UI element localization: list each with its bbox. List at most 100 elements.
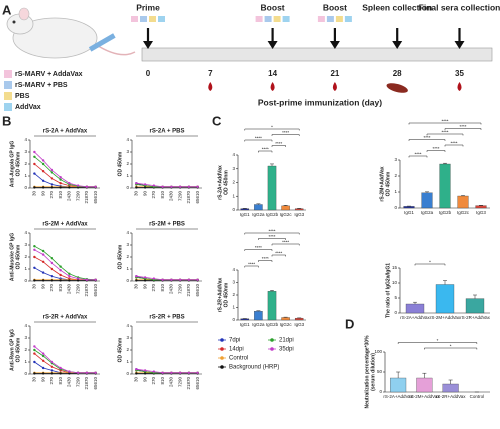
point <box>59 182 62 185</box>
significance-label: * <box>429 260 431 265</box>
x-tick-label: 270 <box>151 284 156 292</box>
significance-bracket <box>426 133 464 136</box>
bar <box>267 165 277 211</box>
significance-label: **** <box>450 141 457 146</box>
error-bar <box>256 310 261 312</box>
y-tick-label: 0 <box>232 207 235 212</box>
point <box>41 249 45 253</box>
legend-marker <box>270 347 274 351</box>
group-swatch <box>4 103 12 111</box>
bar <box>416 377 433 393</box>
x-tick-label: 2430 <box>169 377 174 388</box>
event-label: Prime <box>136 2 160 12</box>
y-tick-label: 4 <box>24 323 27 328</box>
y-axis-label: The ratio of IgG2a/IgG1 <box>385 263 391 318</box>
significance-label: * <box>437 338 439 343</box>
error-bar <box>256 203 261 205</box>
bar <box>254 204 263 211</box>
point <box>94 278 97 281</box>
y-tick-label: 1 <box>232 305 235 310</box>
point <box>50 372 54 375</box>
point <box>143 183 147 186</box>
legend-label: 21dpi <box>279 338 294 344</box>
legend-label: 14dpi <box>229 347 244 353</box>
bar <box>435 284 455 314</box>
bar <box>405 303 425 314</box>
y-tick-label: 3 <box>24 242 27 247</box>
point <box>68 275 71 278</box>
point <box>50 279 54 282</box>
event-label: Boost <box>323 2 347 12</box>
x-tick-label: 65610 <box>93 191 98 204</box>
error-bar <box>425 191 429 193</box>
y-tick-label: 10 <box>392 280 398 285</box>
panel-letter: A <box>2 2 12 17</box>
legend-label: Control <box>229 356 248 362</box>
series-line <box>34 245 96 281</box>
point <box>59 265 62 268</box>
y-tick-label: 4 <box>232 267 235 272</box>
x-tick-label: 2430 <box>169 284 174 295</box>
point <box>68 370 71 373</box>
point <box>41 170 45 173</box>
legend-label: 7dpi <box>229 338 240 344</box>
point <box>143 372 147 375</box>
group-square <box>282 16 290 22</box>
bar <box>421 192 433 209</box>
point <box>59 269 62 272</box>
point <box>41 260 45 263</box>
y-tick-label: 0 <box>232 317 235 322</box>
error-bar <box>283 205 288 206</box>
point <box>68 186 71 189</box>
point <box>33 360 36 364</box>
y-axis-label: OD 450nm <box>385 171 391 196</box>
x-tick-label: IgG2c <box>280 212 293 217</box>
point <box>135 372 138 375</box>
significance-label: **** <box>432 146 439 151</box>
point <box>152 184 156 187</box>
x-tick-label: rS-2R+AddVax <box>460 315 491 320</box>
x-tick-label: 90 <box>142 377 147 383</box>
point <box>33 172 36 175</box>
significance-bracket <box>444 144 464 147</box>
series-line <box>136 368 198 374</box>
y-tick-label: 0 <box>126 371 129 376</box>
y-tick-label: 0 <box>24 371 27 376</box>
error-bar <box>443 280 447 285</box>
point <box>41 372 45 375</box>
significance-label: **** <box>248 262 255 267</box>
y-tick-label: 4 <box>232 152 235 157</box>
point <box>41 271 45 274</box>
y-axis-label: Anti-Angola GP IgG <box>9 141 15 188</box>
point <box>41 366 45 370</box>
y-axis-label: OD 450nm <box>223 170 229 195</box>
chart-title: rS-2R + AddVax <box>43 315 88 321</box>
significance-label: **** <box>262 256 269 261</box>
blood-drop <box>457 82 462 91</box>
day-label: 14 <box>268 69 277 78</box>
y-axis-label: OD 450nm <box>15 151 21 176</box>
bar <box>442 383 459 393</box>
significance-label: **** <box>282 240 289 245</box>
y-tick-label: 2 <box>126 161 129 166</box>
point <box>161 371 164 374</box>
error-bar <box>270 290 274 292</box>
y-tick-label: 2 <box>24 347 27 352</box>
point <box>59 372 62 375</box>
x-tick-label: IgG2a <box>252 322 265 327</box>
y-tick-label: 0 <box>394 205 397 210</box>
bar <box>439 163 451 209</box>
significance-label: **** <box>282 130 289 135</box>
point <box>68 279 71 282</box>
point <box>196 371 199 374</box>
significance-bracket <box>397 342 478 344</box>
significance-bracket <box>426 150 446 152</box>
point <box>85 371 89 374</box>
bar <box>254 311 263 321</box>
point <box>50 183 54 186</box>
error-bar <box>413 301 417 304</box>
point <box>85 185 89 188</box>
group-square <box>158 16 165 22</box>
point <box>152 277 156 280</box>
